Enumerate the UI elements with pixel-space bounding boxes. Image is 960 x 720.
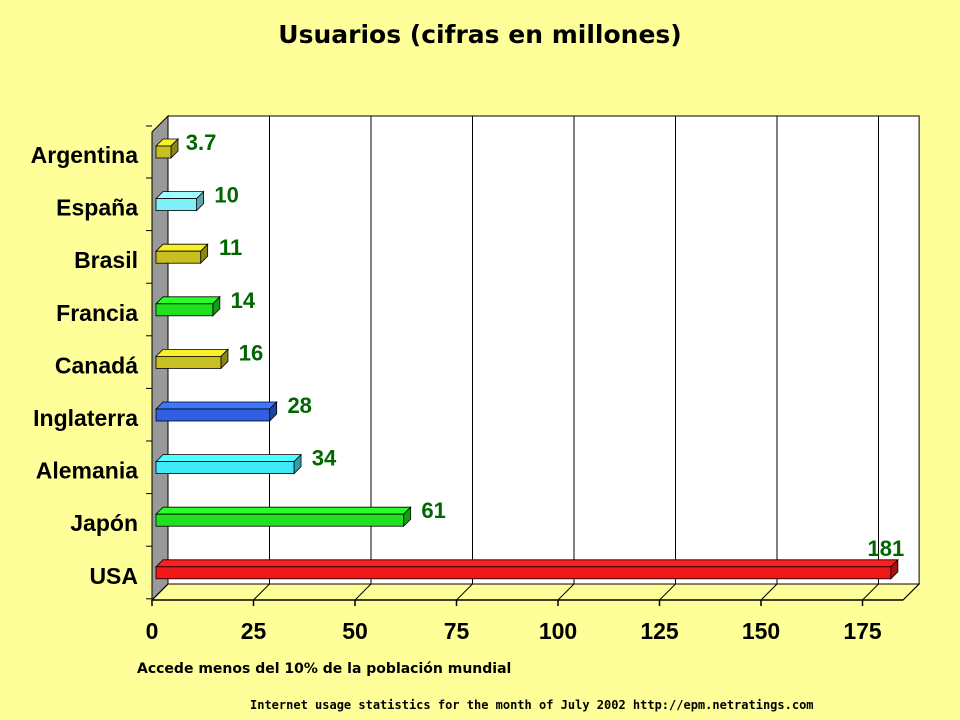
category-label-2: Brasil (74, 247, 138, 273)
category-label-7: Japón (70, 510, 138, 536)
data-label-7: 61 (421, 498, 445, 523)
floor-edge (902, 583, 920, 601)
data-label-8: 181 (868, 536, 905, 561)
bar-canadá (155, 348, 229, 370)
category-label-0: Argentina (31, 142, 139, 168)
x-tick-label-0: 0 (146, 618, 159, 644)
bar-front-4 (155, 355, 222, 369)
bar-japón (155, 506, 412, 528)
bar-españa (155, 190, 205, 212)
floor-gridline-0 (151, 583, 169, 601)
back-wall (167, 115, 920, 585)
bar-top-7 (155, 506, 412, 515)
data-label-3: 14 (231, 288, 256, 313)
floor-gridline-150 (760, 583, 778, 601)
chart-bars (155, 138, 899, 580)
floor-gridline-25 (253, 583, 270, 601)
source-note: Internet usage statistics for the month … (250, 698, 814, 712)
x-tick-label-125: 125 (640, 618, 679, 644)
x-tick-label-175: 175 (843, 618, 882, 644)
data-label-0: 3.7 (186, 130, 217, 155)
bar-front-1 (155, 198, 197, 212)
bar-top-5 (155, 401, 278, 410)
bar-front-5 (155, 408, 271, 422)
category-label-1: España (56, 195, 138, 221)
bar-usa (155, 558, 899, 580)
floor-gridline-100 (557, 583, 575, 601)
floor-gridline-175 (862, 583, 879, 601)
bar-front-0 (155, 145, 172, 159)
data-label-2: 11 (219, 235, 242, 260)
data-label-1: 10 (214, 183, 238, 208)
floor-gridline-50 (354, 583, 372, 601)
bar-top-8 (155, 559, 899, 568)
floor-gridline-125 (659, 583, 676, 601)
category-label-8: USA (89, 563, 138, 589)
data-label-4: 16 (239, 340, 263, 365)
category-label-3: Francia (56, 300, 138, 326)
x-tick-label-100: 100 (539, 618, 577, 644)
chart-walls (150, 114, 921, 602)
bar-top-2 (155, 243, 209, 252)
bar-argentina (155, 138, 179, 159)
bar-front-8 (155, 566, 892, 580)
bar-alemania (155, 453, 303, 475)
x-tick-label-150: 150 (742, 618, 780, 644)
bar-top-3 (155, 296, 221, 305)
floor-gridline-75 (456, 583, 473, 601)
x-tick-label-75: 75 (444, 618, 470, 644)
chart-axis: 0 25 50 75 100 125 150 175 (146, 125, 904, 644)
bar-front-7 (155, 513, 405, 527)
chart-labels: Argentina 3.7 España 10 Brasil 11 Francia 14 Can… (31, 130, 905, 589)
chart-gridlines (151, 116, 879, 601)
data-label-6: 34 (312, 446, 337, 471)
bar-top-4 (155, 348, 229, 357)
x-tick-label-50: 50 (342, 618, 368, 644)
bar-inglaterra (155, 401, 278, 422)
data-label-5: 28 (287, 393, 311, 418)
chart-title: Usuarios (cifras en millones) (278, 20, 682, 49)
bar-francia (155, 295, 221, 317)
bar-top-1 (155, 191, 205, 200)
category-label-6: Alemania (36, 458, 138, 484)
caption-note: Accede menos del 10% de la población mun… (137, 661, 512, 677)
bar-top-6 (155, 454, 303, 463)
bar-front-3 (155, 303, 214, 317)
bar-front-2 (155, 250, 202, 264)
category-label-4: Canadá (55, 352, 138, 378)
bar-front-6 (155, 461, 295, 475)
category-label-5: Inglaterra (33, 405, 138, 431)
x-tick-label-25: 25 (241, 618, 267, 644)
bar-brasil (155, 243, 209, 265)
